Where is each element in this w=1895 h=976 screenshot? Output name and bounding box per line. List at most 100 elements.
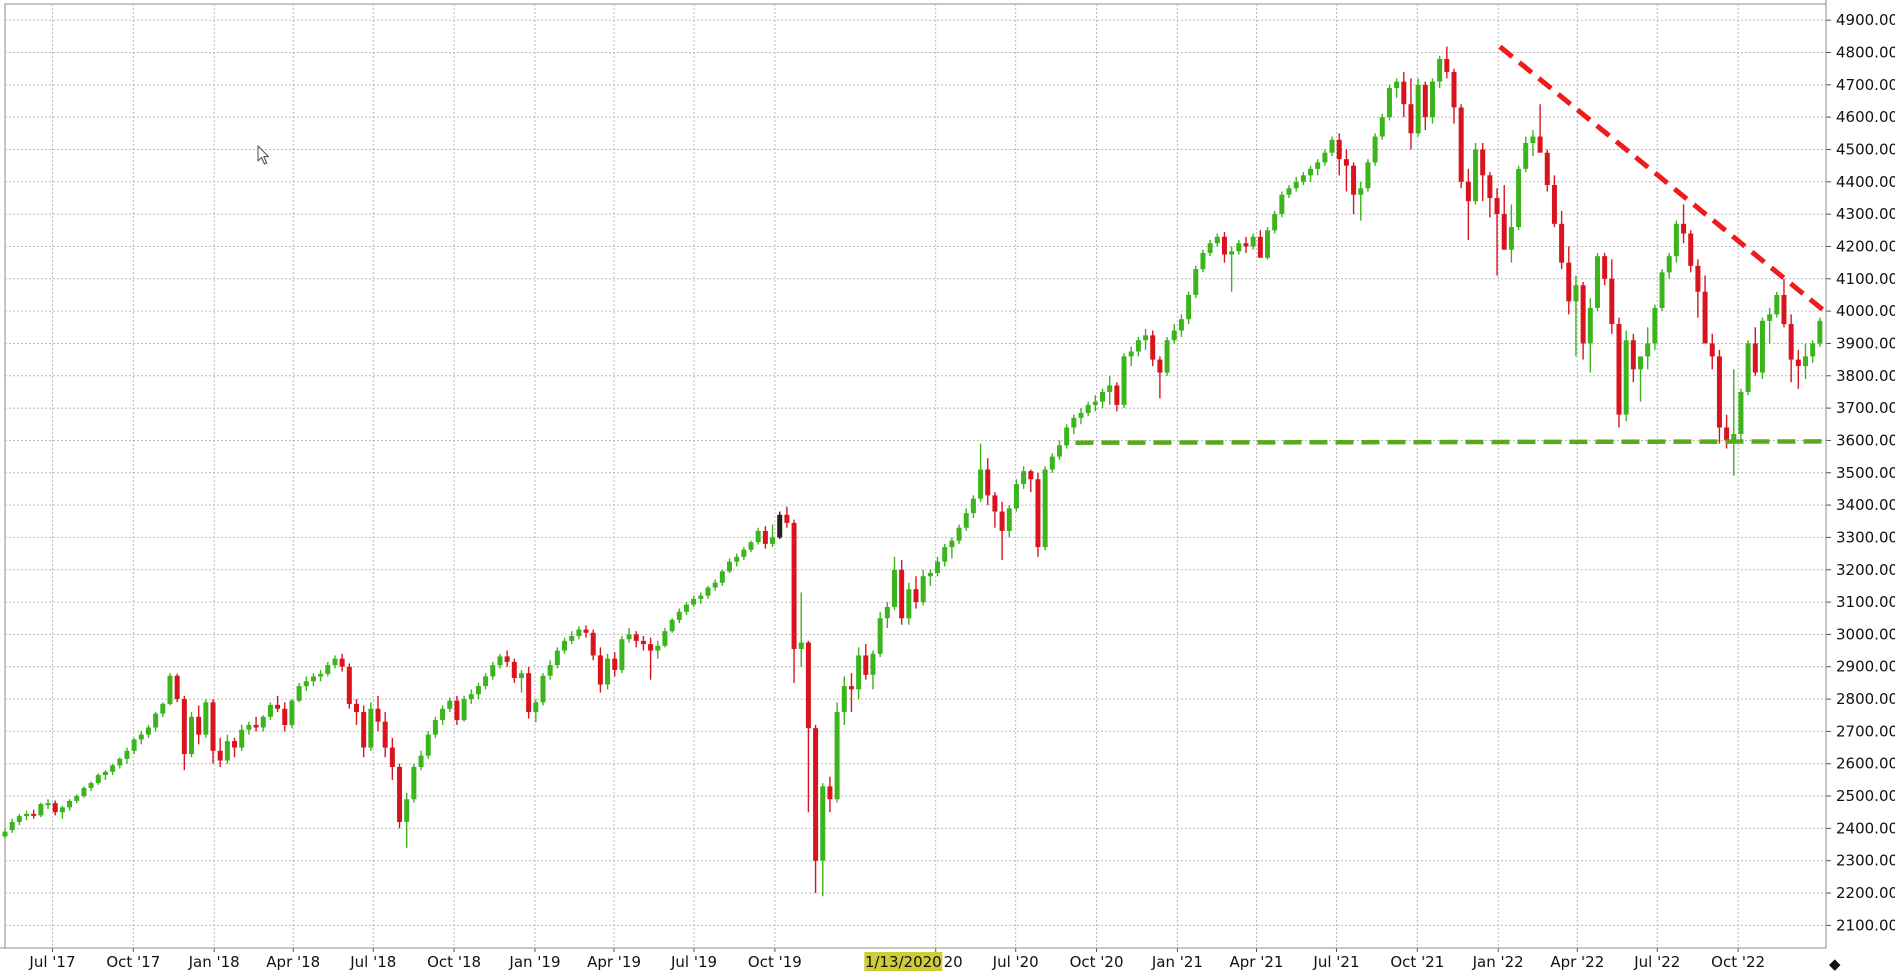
candle-body	[1293, 181, 1299, 189]
candle	[138, 731, 144, 745]
candle-body	[246, 724, 252, 730]
candle-body	[232, 741, 238, 748]
candle-body	[74, 796, 80, 801]
candle-body	[683, 604, 689, 612]
candle-body	[554, 650, 560, 666]
candle-body	[1609, 278, 1615, 325]
candle-body	[203, 702, 209, 735]
candle-body	[425, 734, 431, 756]
candle-body	[1724, 427, 1730, 441]
candle-body	[1508, 227, 1514, 250]
candle-body	[547, 665, 553, 676]
candle	[81, 786, 87, 798]
candle-body	[590, 632, 596, 656]
candle-body	[1056, 445, 1062, 457]
candle-body	[1781, 294, 1787, 325]
candle	[375, 695, 381, 732]
candle-body	[375, 708, 381, 722]
x-tick-label: Jul '18	[349, 953, 396, 971]
candle	[1716, 349, 1722, 444]
candle	[1013, 479, 1019, 512]
candle	[1508, 204, 1514, 263]
candle-body	[1006, 508, 1012, 531]
candle	[1494, 188, 1500, 276]
candle-body	[1587, 307, 1593, 344]
candle	[547, 660, 553, 680]
candle-body	[1107, 385, 1113, 392]
candle	[798, 592, 804, 667]
candle	[353, 699, 359, 725]
candle-body	[310, 676, 316, 682]
candle	[1379, 113, 1385, 140]
candle	[1171, 324, 1177, 344]
x-tick-label: Oct '18	[427, 953, 481, 971]
candle	[1616, 317, 1622, 428]
candle	[669, 618, 675, 633]
candle	[877, 611, 883, 658]
candle-body	[741, 549, 747, 557]
candle	[368, 702, 374, 751]
candle-body	[196, 716, 202, 735]
resistance-trendline[interactable]	[1498, 44, 1825, 313]
candle	[1121, 353, 1127, 409]
candle	[397, 763, 403, 829]
candle-body	[1688, 233, 1694, 266]
candle-body	[640, 640, 646, 645]
candle-body	[1336, 139, 1342, 160]
candle-body	[899, 569, 905, 619]
candle-body	[583, 629, 589, 633]
gridlines	[4, 3, 1827, 949]
candle	[511, 658, 517, 683]
candle	[475, 682, 481, 700]
x-tick-label: Oct '19	[748, 953, 802, 971]
candle-body	[52, 803, 58, 813]
candle-body	[224, 741, 230, 761]
candle-body	[719, 571, 725, 583]
candle-body	[1171, 330, 1177, 341]
candle-body	[475, 686, 481, 695]
candle	[483, 673, 489, 690]
candle	[145, 724, 151, 738]
candle	[626, 627, 632, 643]
candle	[970, 495, 976, 519]
candle	[1214, 233, 1220, 247]
candle-body	[411, 766, 417, 800]
candle-body	[1602, 256, 1608, 279]
candle-body	[784, 514, 790, 523]
candle-body	[1767, 314, 1773, 321]
candle-body	[1580, 285, 1586, 344]
candle	[1028, 469, 1034, 493]
candle-body	[1150, 335, 1156, 360]
candle-body	[239, 729, 245, 748]
candle	[619, 636, 625, 674]
candle	[1358, 181, 1364, 221]
candle-body	[1594, 256, 1600, 308]
candle	[691, 595, 697, 607]
candle	[562, 637, 568, 654]
candle-body	[339, 658, 345, 667]
candle	[210, 699, 216, 764]
candle-body	[526, 673, 532, 712]
candle-body	[734, 556, 740, 562]
candle-body	[1429, 81, 1435, 118]
support-line[interactable]	[1075, 439, 1824, 445]
candle-body	[210, 702, 216, 751]
candle	[468, 689, 474, 704]
candle-body	[483, 676, 489, 687]
x-tick-label: Apr '18	[266, 953, 320, 971]
candle	[275, 695, 281, 712]
candle	[1767, 307, 1773, 344]
candle-body	[1559, 223, 1565, 263]
candle	[755, 527, 761, 545]
candle-body	[1638, 356, 1644, 370]
candle-body	[1286, 188, 1292, 195]
candle-body	[461, 699, 467, 721]
candle-body	[404, 799, 410, 822]
candle-body	[777, 514, 783, 538]
candle-body	[1795, 359, 1801, 367]
candle	[884, 602, 890, 628]
candle	[1523, 136, 1529, 173]
annotations	[1075, 44, 1825, 445]
